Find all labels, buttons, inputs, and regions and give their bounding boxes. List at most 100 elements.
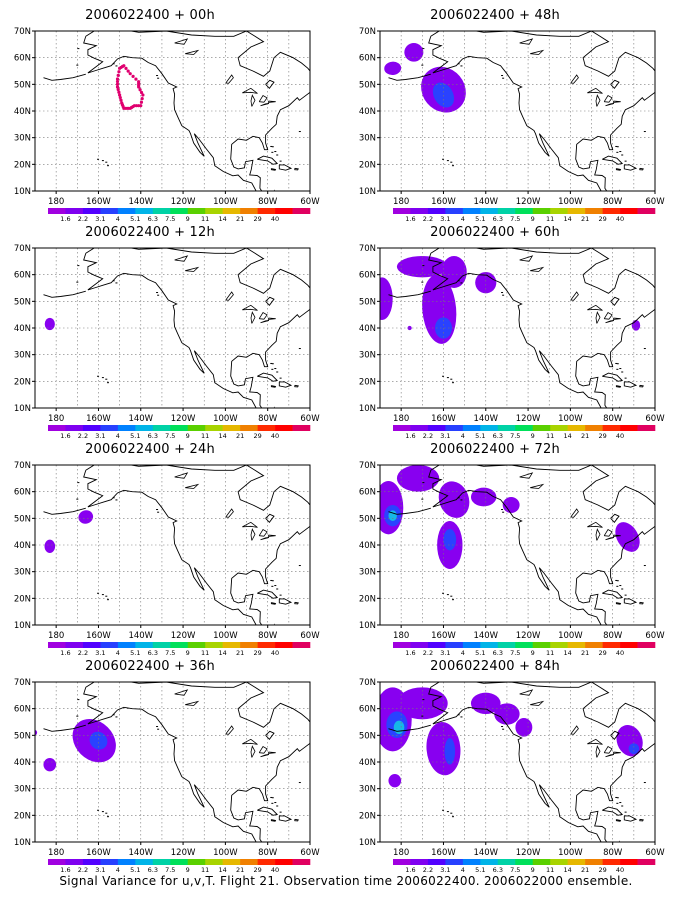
colorbar-segment <box>480 859 499 865</box>
lake <box>250 528 256 541</box>
colorbar-segment <box>515 859 534 865</box>
y-tick-label: 20N <box>14 594 31 604</box>
small-island <box>446 811 449 813</box>
small-island <box>156 292 159 294</box>
map-panel-36h: 2006022400 + 36h 10N 20N 30N 40N 50N 60N 70N 18… <box>5 657 345 875</box>
coastline <box>428 682 655 842</box>
colorbar-segment <box>240 208 258 214</box>
variance-contour <box>43 758 57 772</box>
x-tick-label: 120W <box>516 414 541 424</box>
lake <box>258 528 268 537</box>
lake <box>612 534 621 537</box>
colorbar-segment <box>567 642 586 648</box>
x-tick-label: 100W <box>558 414 583 424</box>
colorbar-label: 6.3 <box>148 866 158 874</box>
colorbar-segment <box>187 642 206 648</box>
island <box>294 601 299 605</box>
small-island <box>77 699 80 701</box>
small-island <box>271 363 274 365</box>
colorbar-segment <box>532 642 551 648</box>
island <box>294 818 299 822</box>
small-island <box>101 811 104 813</box>
small-island <box>615 579 618 581</box>
lake <box>530 483 545 489</box>
dropsonde-point <box>139 90 144 95</box>
colorbar-segment <box>585 642 603 648</box>
colorbar-label: 2.2 <box>78 432 88 440</box>
colorbar-segment <box>532 425 551 431</box>
x-tick-label: 160W <box>431 631 456 641</box>
lake <box>519 38 534 45</box>
lake <box>587 521 603 528</box>
colorbar-label: 3.1 <box>95 432 105 440</box>
colorbar-label: 11 <box>546 649 554 657</box>
colorbar-label: 9 <box>531 649 535 657</box>
colorbar-segment <box>48 859 66 865</box>
colorbar-segment <box>170 425 189 431</box>
dropsonde-point <box>140 97 144 101</box>
colorbar-segment <box>567 425 586 431</box>
y-tick-label: 60N <box>359 705 376 715</box>
y-tick-label: 60N <box>359 271 376 281</box>
island <box>623 598 638 605</box>
small-island <box>97 809 100 811</box>
x-tick-label: 180 <box>48 631 64 641</box>
colorbar-label: 11 <box>201 432 209 440</box>
small-island <box>616 368 619 370</box>
map-panel-24h: 2006022400 + 24h 10N 20N 30N 40N 50N 60N 70N 18… <box>5 440 345 658</box>
small-island <box>77 265 80 267</box>
colorbar-label: 6.3 <box>493 432 503 440</box>
colorbar-segment <box>222 425 241 431</box>
island <box>615 819 622 822</box>
island <box>615 385 622 388</box>
x-tick-label: 100W <box>558 197 583 207</box>
colorbar-label: 2.2 <box>423 866 433 874</box>
island <box>610 79 620 89</box>
small-island <box>105 812 108 814</box>
dropsonde-point <box>134 77 138 81</box>
y-tick-label: 10N <box>359 404 376 414</box>
colorbar-label: 29 <box>598 649 606 657</box>
colorbar-segment <box>65 859 84 865</box>
island <box>615 168 622 171</box>
y-tick-label: 20N <box>359 160 376 170</box>
map-panel-00h: 2006022400 + 00h 10N 20N 30N 40N 50N 60N 70N 18… <box>5 6 345 224</box>
map-plot: 10N 20N 30N 40N 50N 60N 70N 180 160W 140W 120W 100W… <box>14 27 320 223</box>
x-tick-label: 100W <box>213 197 238 207</box>
x-tick-label: 100W <box>213 631 238 641</box>
island <box>294 167 299 171</box>
y-tick-label: 60N <box>359 488 376 498</box>
colorbar-label: 6.3 <box>493 649 503 657</box>
colorbar-segment <box>275 859 293 865</box>
colorbar-segment <box>65 208 84 214</box>
x-tick-label: 120W <box>516 631 541 641</box>
colorbar-segment <box>637 859 656 865</box>
colorbar-segment <box>427 425 446 431</box>
variance-contour <box>475 272 497 294</box>
small-island <box>422 699 425 701</box>
colorbar-segment <box>480 208 499 214</box>
coastlines <box>43 682 310 842</box>
x-tick-label: 140W <box>128 631 153 641</box>
small-island <box>115 499 118 501</box>
colorbar-segment <box>187 208 206 214</box>
small-island <box>76 715 79 717</box>
x-tick-label: 120W <box>171 197 196 207</box>
colorbar-segment <box>205 425 223 431</box>
small-island <box>157 511 160 513</box>
colorbar-label: 9 <box>531 866 535 874</box>
small-island <box>271 580 274 582</box>
map-plot: 10N 20N 30N 40N 50N 60N 70N 180 160W 140W 120W 100W… <box>359 678 665 874</box>
coastline <box>428 248 655 408</box>
colorbar-label: 4 <box>461 215 465 223</box>
x-tick-label: 60W <box>645 197 665 207</box>
colorbar-segment <box>515 208 534 214</box>
colorbar-label: 11 <box>546 215 554 223</box>
colorbar-segment <box>82 642 101 648</box>
y-tick-label: 50N <box>14 731 31 741</box>
panel-title: 2006022400 + 48h <box>430 8 560 23</box>
island <box>623 815 638 822</box>
colorbar-segment <box>48 642 66 648</box>
colorbar-label: 6.3 <box>148 649 158 657</box>
colorbar-segment <box>292 208 311 214</box>
